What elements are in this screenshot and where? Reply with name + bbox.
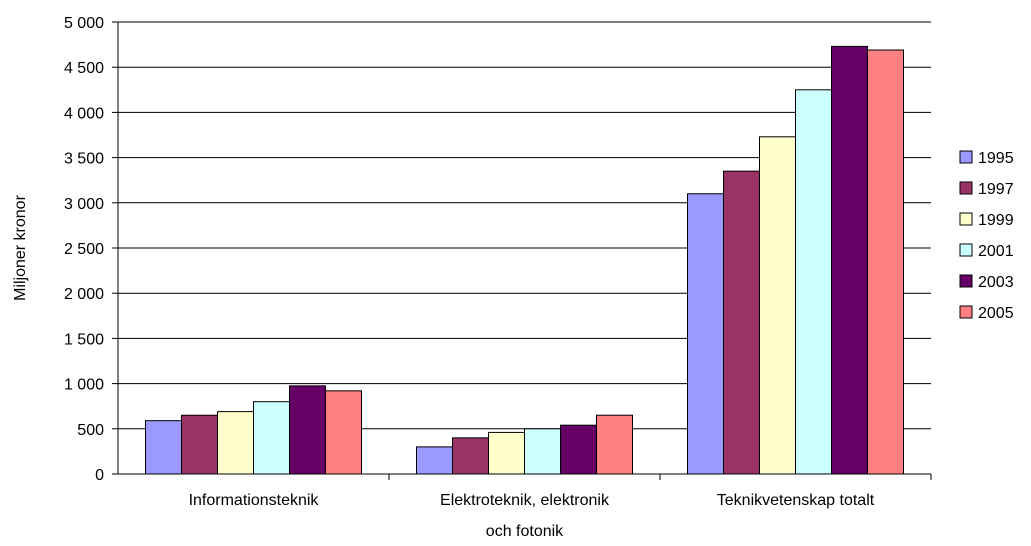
bar-2003 (289, 385, 326, 475)
y-tick-label: 2 000 (64, 286, 104, 303)
legend-swatch-1999 (959, 212, 973, 226)
category-label-line: Teknikvetenskap totalt (717, 492, 875, 509)
category-label-line: Elektroteknik, elektronik (440, 492, 610, 509)
bar-2003 (831, 45, 868, 475)
bar-1999 (488, 431, 525, 475)
category-label: Elektroteknik, elektronik och fotonik (440, 492, 610, 540)
bar-1995 (416, 446, 453, 475)
legend-label: 1997 (978, 181, 1014, 198)
bar-1999 (217, 411, 254, 475)
grid-lines (118, 21, 931, 430)
category-labels: Informationsteknik Elektroteknik, elektro… (189, 492, 875, 540)
bar-2001 (253, 401, 290, 475)
y-tick-label: 5 000 (64, 15, 104, 32)
bar-1995 (145, 420, 182, 475)
category-label: Informationsteknik (189, 492, 320, 509)
legend-swatch-1997 (959, 181, 973, 195)
legend: 1995 1997 1999 2001 2003 2005 (959, 150, 1014, 322)
category-label: Teknikvetenskap totalt (717, 492, 875, 509)
bar-2005 (596, 414, 633, 475)
y-tick-label: 3 500 (64, 151, 104, 168)
bars (145, 45, 904, 475)
bar-1997 (181, 414, 218, 475)
bar-2001 (795, 89, 832, 475)
bar-2001 (524, 428, 561, 475)
legend-label: 2001 (978, 243, 1014, 260)
legend-swatch-1995 (959, 150, 973, 164)
y-tick-label: 4 500 (64, 60, 104, 77)
legend-label: 1999 (978, 212, 1014, 229)
legend-label: 1995 (978, 150, 1014, 167)
legend-swatch-2003 (959, 274, 973, 288)
y-tick-label: 4 000 (64, 105, 104, 122)
legend-swatch-2001 (959, 243, 973, 257)
y-axis-label: Miljoner kronor (12, 194, 29, 300)
y-tick-label: 0 (95, 467, 104, 484)
bar-2005 (867, 49, 904, 475)
category-label-line: och fotonik (486, 523, 564, 540)
legend-label: 2003 (978, 274, 1014, 291)
bar-1997 (452, 437, 489, 475)
y-tick-labels: 0 500 1 000 1 500 2 000 2 500 3 000 3 500 4 000 4… (64, 15, 104, 484)
bar-2005 (325, 390, 362, 475)
y-tick-label: 2 500 (64, 241, 104, 258)
bar-2003 (560, 424, 597, 475)
y-tick-label: 3 000 (64, 196, 104, 213)
bar-1999 (759, 136, 796, 475)
y-tick-label: 500 (77, 422, 104, 439)
bar-1997 (723, 170, 760, 475)
legend-label: 2005 (978, 305, 1014, 322)
bar-1995 (687, 193, 724, 475)
y-tick-label: 1 500 (64, 331, 104, 348)
legend-swatch-2005 (959, 305, 973, 319)
y-tick-label: 1 000 (64, 377, 104, 394)
category-label-line: Informationsteknik (189, 492, 320, 509)
